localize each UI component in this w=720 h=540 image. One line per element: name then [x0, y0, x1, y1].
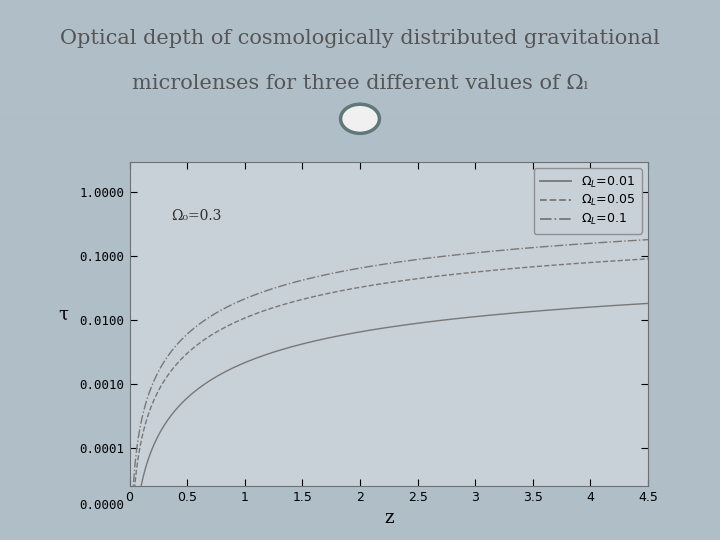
X-axis label: z: z	[384, 509, 394, 528]
Text: microlenses for three different values of Ωₗ: microlenses for three different values o…	[132, 73, 588, 93]
Y-axis label: τ: τ	[58, 306, 68, 324]
Text: Ω₀=0.3: Ω₀=0.3	[171, 210, 222, 224]
Text: Optical depth of cosmologically distributed gravitational: Optical depth of cosmologically distribu…	[60, 29, 660, 48]
Legend: $\Omega_L$=0.01, $\Omega_L$=0.05, $\Omega_L$=0.1: $\Omega_L$=0.01, $\Omega_L$=0.05, $\Omeg…	[534, 168, 642, 233]
Text: 0.0000: 0.0000	[79, 499, 125, 512]
